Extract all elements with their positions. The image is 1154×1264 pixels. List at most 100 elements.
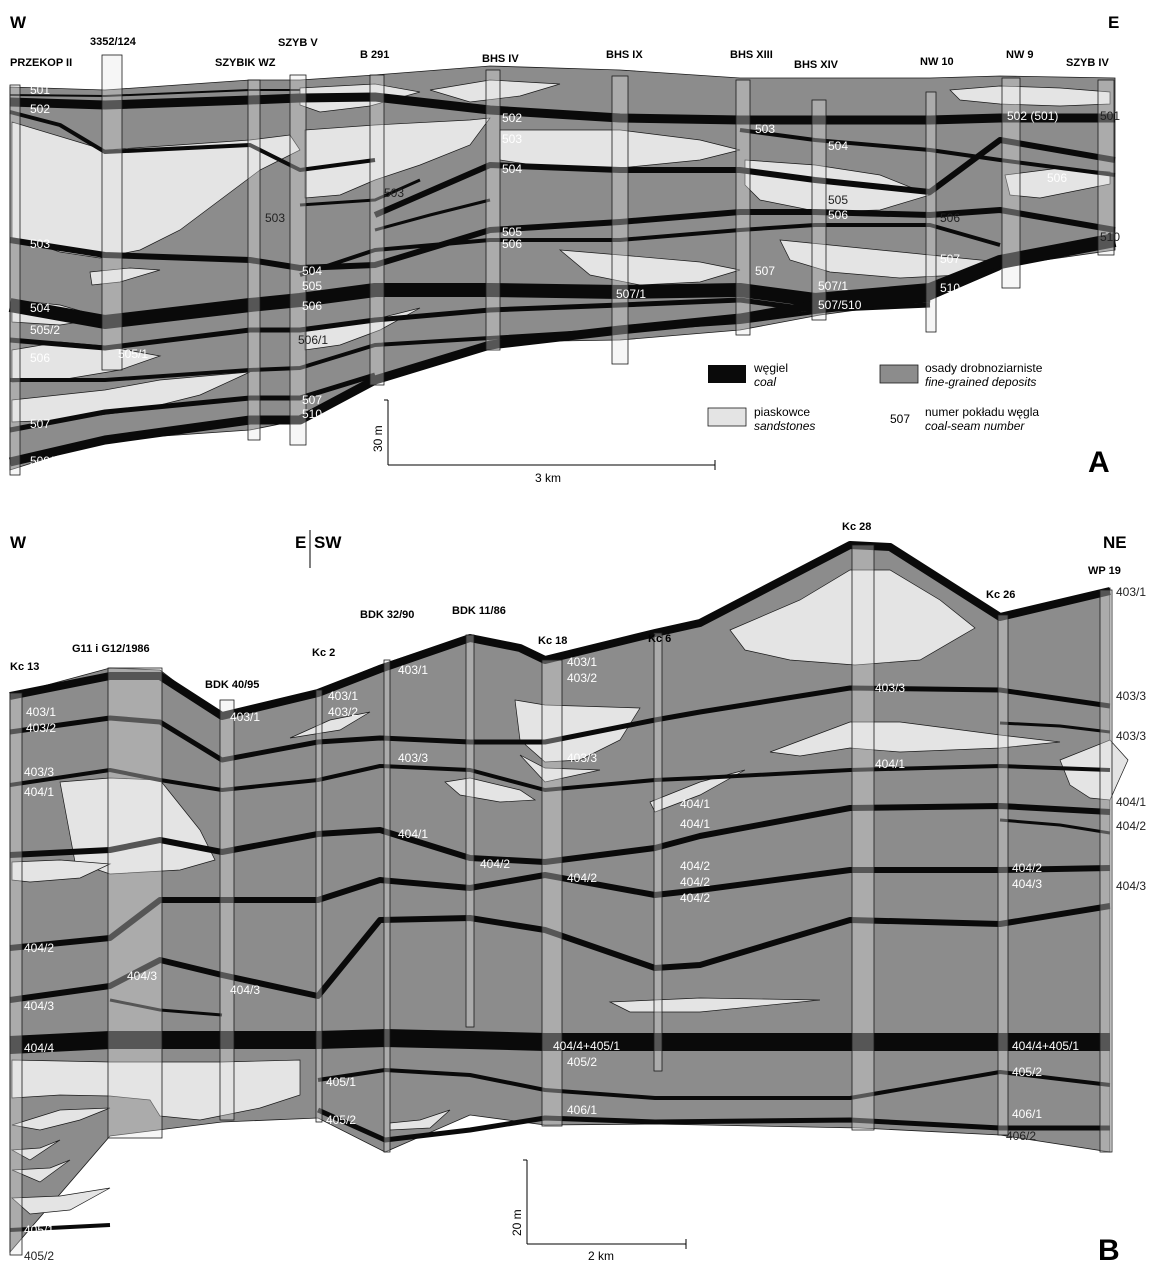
seam-label: 507 (940, 252, 960, 266)
seam-label: 404/3 (127, 969, 157, 983)
coal-seam (316, 1107, 1110, 1143)
seam-label: 404/1 (680, 797, 710, 811)
seam-label: 503 (265, 211, 285, 225)
seam-label: 404/4+405/1 (553, 1039, 620, 1053)
sandstone-body (11, 371, 251, 423)
coal-seam (374, 198, 491, 232)
panel-b-sandstones (10, 569, 1129, 1215)
well-column (1001, 77, 1021, 289)
seam-label: 403/3 (24, 765, 54, 779)
panel-a-sandstones (11, 79, 1111, 423)
coal-seam (9, 89, 300, 97)
well-label: G11 i G12/1986 (72, 643, 150, 655)
coal-seam (9, 110, 376, 172)
well-column (541, 659, 563, 1127)
seam-label: 404/2 (24, 941, 54, 955)
panel-b-west-label: W (10, 533, 27, 552)
seam-label: 404/2 (680, 891, 710, 905)
seam-label: 403/3 (398, 751, 428, 765)
seam-label: 505 (302, 279, 322, 293)
well-label: PRZEKOP II (10, 57, 72, 69)
coal-seam (9, 803, 1111, 865)
seam-label: 403/3 (567, 751, 597, 765)
well-label: BHS IX (606, 49, 643, 61)
seam-label: 403/2 (328, 705, 358, 719)
seam-label: 405/1 (24, 1223, 54, 1237)
seam-label: 403/1 (328, 689, 358, 703)
seam-label: 506 (302, 299, 322, 313)
seam-label: 506 (940, 211, 960, 225)
well-label: NW 10 (920, 56, 954, 68)
seam-label: 502 (502, 111, 522, 125)
sandstone-body (11, 859, 112, 883)
panel-a-letter: A (1088, 446, 1110, 479)
seam-label: 509/510 (30, 454, 74, 468)
legend-sand-en: sandstones (754, 419, 815, 433)
coal-seam (317, 1068, 1111, 1100)
seam-label: 505 (502, 225, 522, 239)
seam-label: 502 (501) (1007, 109, 1058, 123)
well-column (811, 99, 827, 321)
legend-coal-en: coal (754, 375, 776, 389)
seam-label: 507/1 (818, 279, 848, 293)
seam-label: 406/1 (567, 1103, 597, 1117)
sandstone-body (11, 1187, 111, 1215)
panel-b-break-right-label: SW (314, 533, 342, 552)
panel-a-well-names: PRZEKOP II 3352/124 SZYBIK WZ SZYB V B 2… (10, 36, 1109, 71)
seam-label: 501 (1100, 109, 1120, 123)
seam-label: 404/4 (24, 1041, 54, 1055)
well-label: BHS IV (482, 53, 519, 65)
seam-label: 404/3 (1012, 877, 1042, 891)
seam-label: 405/1 (326, 1075, 356, 1089)
well-label: SZYBIK WZ (215, 57, 276, 69)
seam-label: 403/1 (230, 710, 260, 724)
seam-label: 404/3 (230, 983, 260, 997)
seam-label: 406/1 (1012, 1107, 1042, 1121)
panel-b-wells (9, 544, 1113, 1256)
well-label: SZYB IV (1066, 57, 1109, 69)
seam-label: 506 (30, 351, 50, 365)
seam-label: 504 (302, 264, 322, 278)
panel-a-east-label: E (1108, 13, 1119, 32)
seam-label: 405/2 (567, 1055, 597, 1069)
seam-label: 404/3 (24, 999, 54, 1013)
seam-label: 507/510 (818, 298, 862, 312)
panel-b-seam-labels: 403/1 403/2 403/3 404/1 404/2 404/3 404/… (24, 585, 1146, 1263)
coal-seam (999, 818, 1111, 835)
coal-seam (9, 903, 1111, 1003)
well-column (465, 634, 475, 1028)
seam-label: 404/2 (680, 875, 710, 889)
seam-label: 510 (302, 407, 322, 421)
well-column (289, 74, 307, 446)
sandstone-body (11, 1159, 71, 1183)
seam-label: 507 (30, 417, 50, 431)
well-column (9, 692, 23, 1256)
seam-label: 505 (828, 193, 848, 207)
well-label: Kc 26 (986, 589, 1015, 601)
well-label: Kc 18 (538, 635, 567, 647)
scale-vertical-label: 30 m (371, 425, 385, 452)
sandstone-body (89, 267, 161, 286)
well-label: BDK 11/86 (452, 605, 506, 617)
coal-seam (9, 764, 1111, 792)
seam-label: 403/2 (567, 671, 597, 685)
well-column (653, 632, 663, 1072)
seam-label: 405/2 (1012, 1065, 1042, 1079)
panel-a-coal-seams (8, 89, 1117, 467)
seam-label: 403/3 (1116, 729, 1146, 743)
sandstone-body (444, 777, 537, 803)
seam-label: 501 (30, 83, 50, 97)
well-column (315, 689, 323, 1123)
legend-coal-swatch (708, 365, 746, 383)
coal-seam (299, 223, 1001, 277)
coal-seam (9, 1029, 1110, 1054)
well-column (851, 544, 875, 1131)
seam-label: 505/2 (30, 323, 60, 337)
seam-label: 403/1 (398, 663, 428, 677)
seam-label: 506/1 (298, 333, 328, 347)
sandstone-body (608, 997, 821, 1013)
well-column (9, 84, 21, 476)
well-label: SZYB V (278, 37, 318, 49)
seam-label: 404/2 (567, 871, 597, 885)
seam-label: 404/1 (680, 817, 710, 831)
